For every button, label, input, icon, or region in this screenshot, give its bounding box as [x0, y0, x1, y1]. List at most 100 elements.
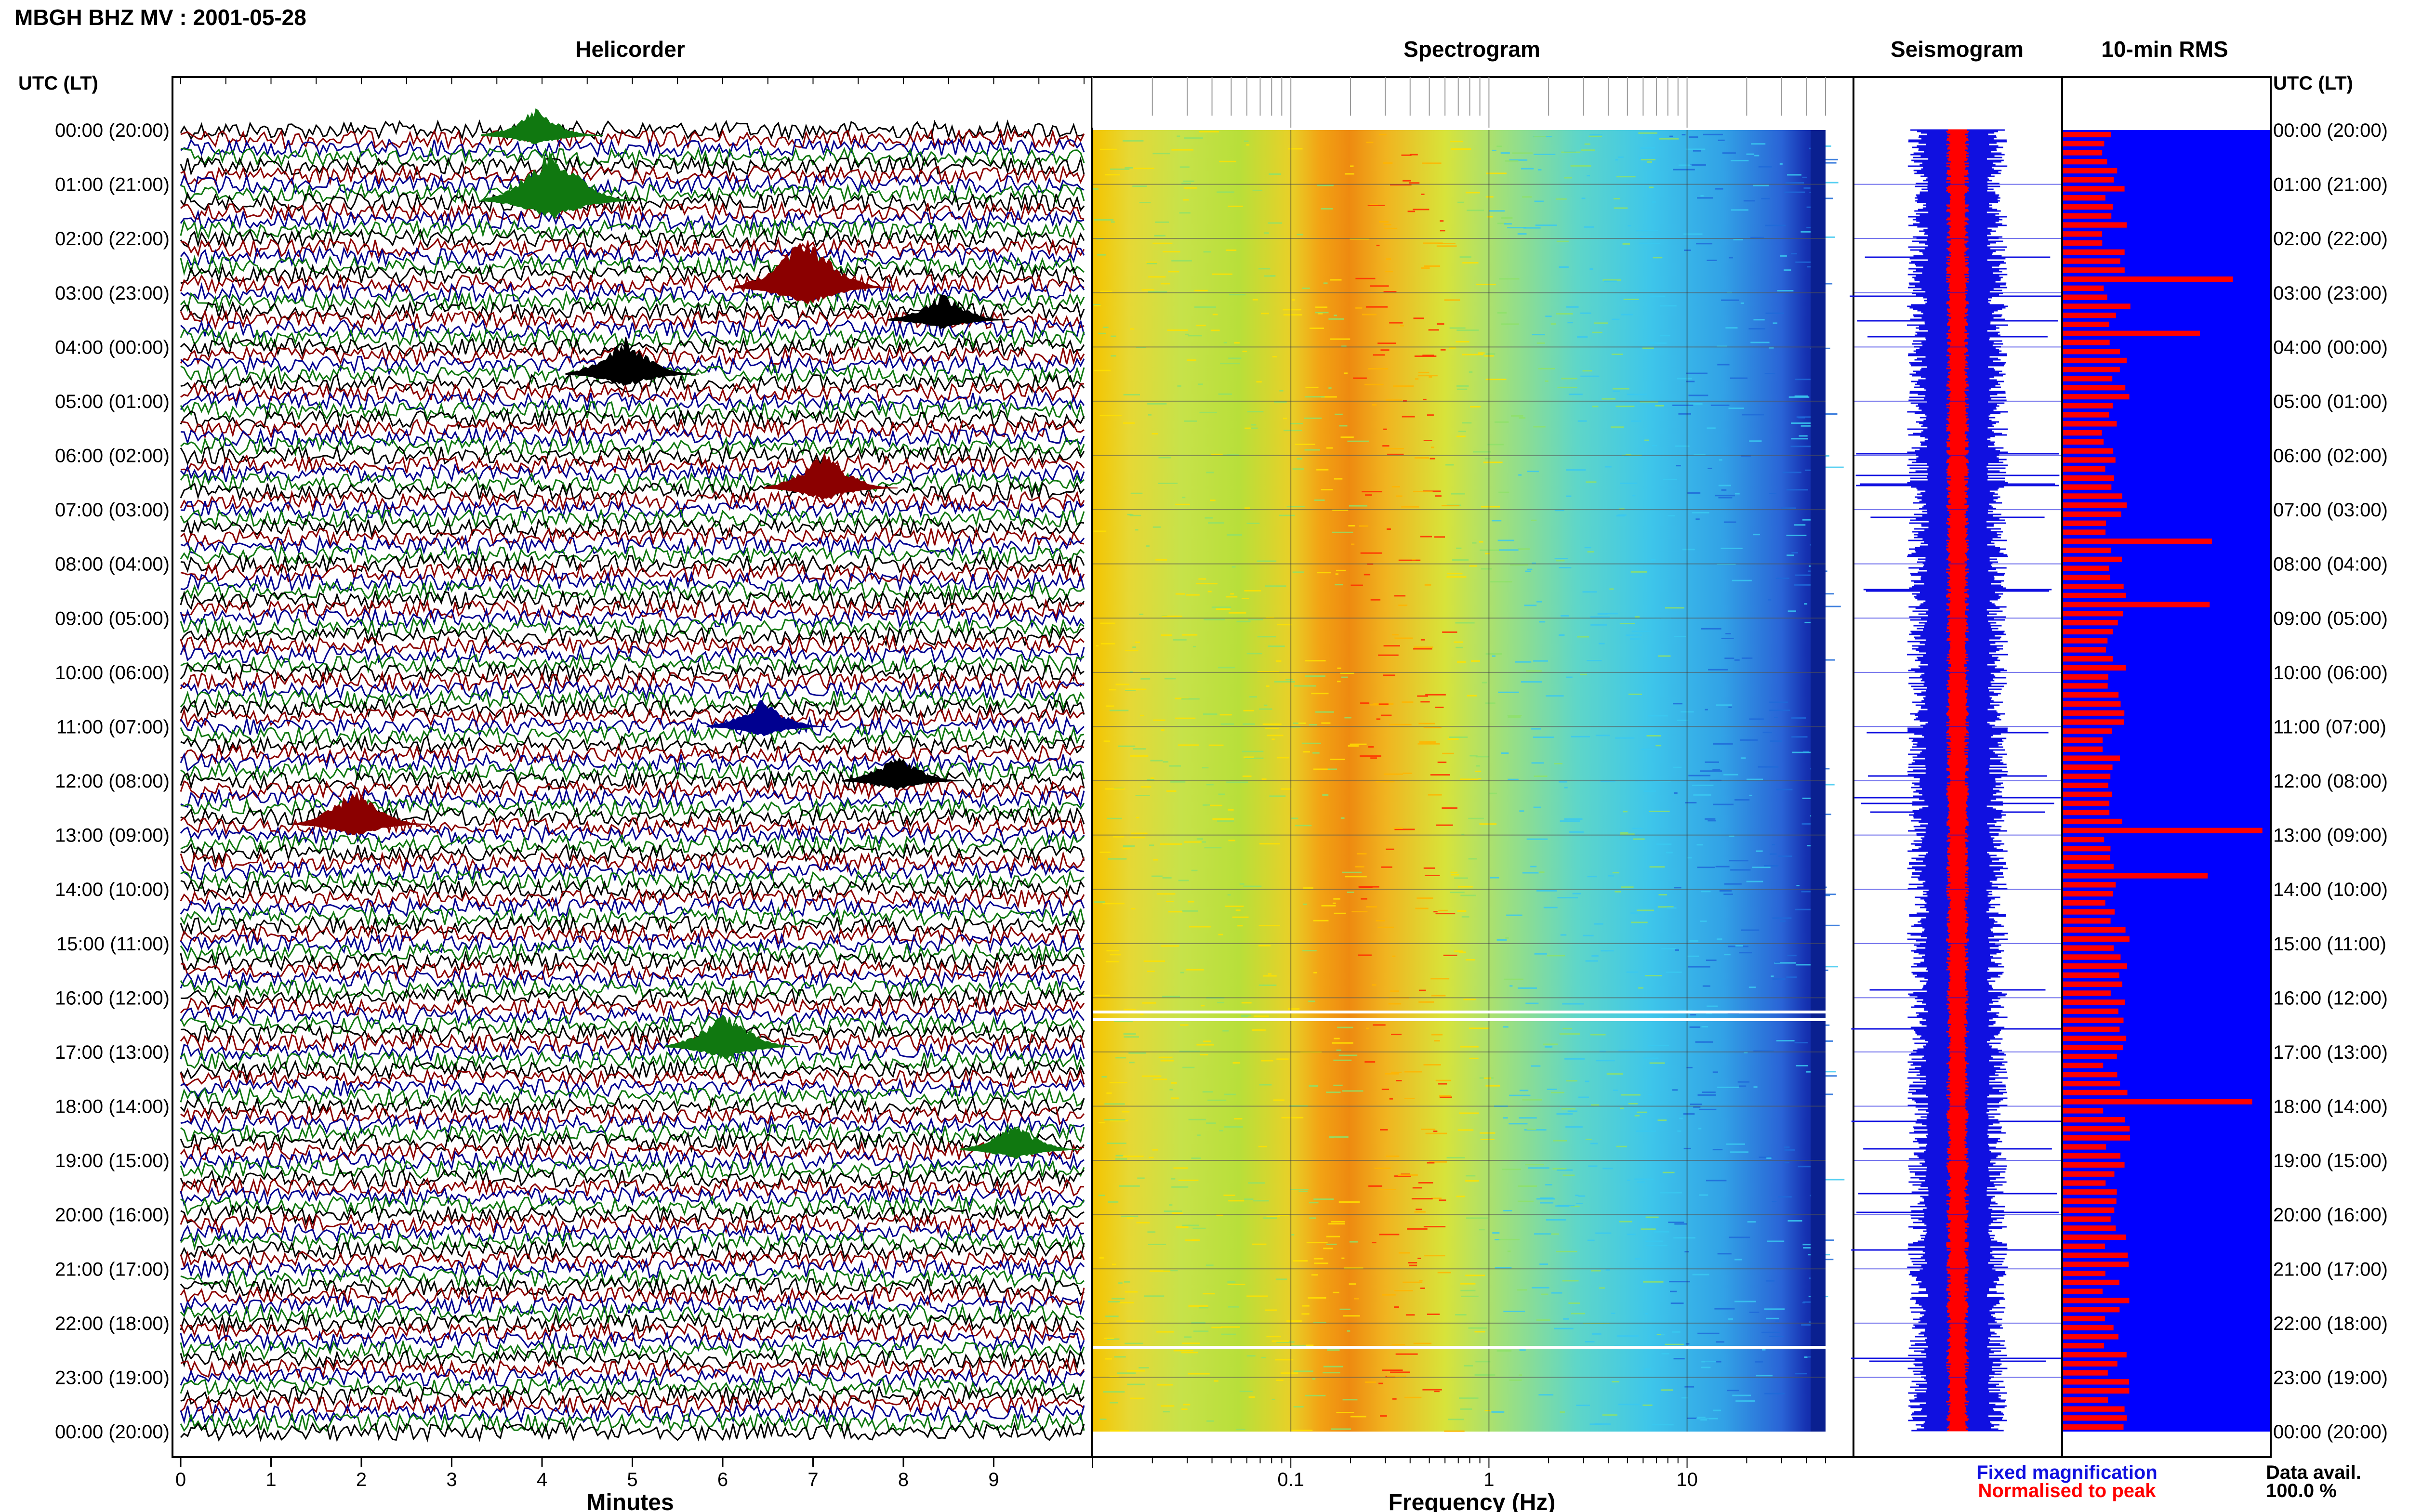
spectrogram-speckle — [1496, 939, 1507, 941]
helicorder-trace — [180, 390, 1085, 412]
spectrogram-speckle — [1437, 1272, 1451, 1274]
rms-bar — [2063, 511, 2121, 517]
spectrogram-speckle — [1654, 1231, 1669, 1233]
spectrogram-speckle — [1423, 242, 1443, 244]
spectrogram-speckle — [1411, 1198, 1433, 1200]
spectrogram-speckle — [1204, 517, 1213, 519]
spectrogram-speckle — [1661, 1334, 1666, 1336]
spectrogram-speckle — [1327, 768, 1337, 770]
spectrogram-speckle — [1160, 283, 1170, 285]
spectrogram-speckle — [1160, 1060, 1174, 1062]
spectrogram-speckle — [1147, 1231, 1156, 1233]
spectrogram-speckle — [1508, 716, 1521, 718]
spectrogram-speckle — [1404, 1396, 1422, 1398]
spectrogram-speckle — [1226, 596, 1238, 598]
spectrogram-speckle — [1327, 1349, 1340, 1351]
spectrogram-speckle — [1161, 729, 1165, 731]
spectrogram-speckle — [1509, 159, 1528, 161]
spectrogram-speckle — [1344, 717, 1351, 719]
time-labels-right: 00:00 (20:00)01:00 (21:00)02:00 (22:00)0… — [2273, 120, 2388, 1443]
spectrogram-speckle — [1330, 279, 1342, 281]
spectrogram-speckle — [1824, 197, 1833, 199]
spectrogram-speckle — [1628, 225, 1631, 227]
spectrogram-speckle — [1100, 622, 1115, 624]
spectrogram-speckle — [1419, 1280, 1423, 1282]
spectrogram-speckle — [1620, 832, 1628, 834]
helicorder-trace — [180, 1411, 1085, 1433]
spectrogram-speckle — [1152, 875, 1163, 877]
spectrogram-speckle — [1321, 489, 1333, 491]
spectrogram-speckle — [1273, 1099, 1284, 1101]
spectrogram-speckle — [1205, 1264, 1214, 1266]
spectrogram-speckle — [1443, 954, 1457, 956]
spectrogram-speckle — [1326, 1243, 1337, 1245]
spectrogram-speckle — [1750, 342, 1770, 343]
spectrogram-speckle — [1498, 691, 1519, 693]
spectrogram-speckle — [1097, 254, 1106, 256]
helicorder-trace — [180, 1393, 1085, 1416]
spectrogram-speckle — [1142, 1002, 1156, 1004]
spectrogram-speckle — [1724, 657, 1734, 659]
spectrogram-speckle — [1354, 1298, 1359, 1300]
spectrogram-speckle — [1308, 1000, 1315, 1002]
time-label-left: 11:00 (07:00) — [56, 716, 170, 737]
spectrogram-speckle — [1634, 1115, 1640, 1117]
spectrogram-speckle — [1534, 154, 1556, 155]
spectrogram-speckle — [1438, 909, 1448, 911]
spectrogram-speckle — [1692, 784, 1714, 786]
spectrogram-speckle — [1734, 799, 1750, 801]
spectrogram-speckle — [1165, 678, 1176, 680]
spectrogram-speckle — [1819, 413, 1838, 415]
spectrogram-speckle — [1495, 1239, 1501, 1240]
spectrogram-speckle — [1696, 1418, 1718, 1420]
spectrogram-speckle — [1519, 1349, 1526, 1351]
spectrogram-speckle — [1682, 549, 1695, 551]
spectrogram-speckle — [1179, 166, 1190, 168]
spectrogram-speckle — [1693, 794, 1711, 796]
spectrogram-speckle — [1774, 961, 1780, 963]
spectrogram-speckle — [1160, 843, 1182, 845]
spectrogram-speckle — [1672, 1089, 1678, 1091]
spectrogram-speckle — [1611, 1313, 1615, 1314]
spectrogram-speckle — [1769, 347, 1774, 349]
spectrogram-speckle — [1204, 847, 1222, 849]
spectrogram-speckle — [1382, 1369, 1403, 1371]
spectrogram-speckle — [1246, 144, 1250, 146]
spectrogram-speckle — [1143, 960, 1165, 962]
spectrogram-speckle — [1135, 795, 1150, 796]
helicorder-trace — [180, 561, 1085, 584]
spectrogram-speckle — [1728, 1318, 1733, 1320]
spectrogram-speckle — [1105, 1315, 1119, 1317]
spectrogram-speckle — [1684, 1386, 1694, 1388]
spectrogram-speckle — [1646, 1245, 1668, 1247]
spectrogram-speckle — [1189, 926, 1211, 928]
spectrogram-speckle — [1487, 444, 1504, 446]
spectrogram-speckle — [1791, 552, 1798, 553]
rms-bar — [2063, 638, 2108, 644]
spectrogram-speckle — [1184, 420, 1197, 422]
spectrogram-speckle — [1628, 693, 1642, 695]
spectrogram-speckle — [1646, 161, 1652, 163]
spectrogram-speckle — [1206, 1122, 1216, 1124]
spectrogram-speckle — [1749, 794, 1752, 796]
spectrogram-speckle — [1438, 1083, 1447, 1085]
spectrogram-speckle — [1396, 1080, 1402, 1081]
spectrogram-speckle — [1203, 1040, 1211, 1042]
spectrogram-speckle — [1729, 860, 1748, 862]
spectrogram-speckle — [1109, 689, 1116, 691]
rms-bar — [2063, 782, 2108, 789]
spectrogram-speckle — [1376, 718, 1381, 720]
spectrogram-speckle — [1534, 1233, 1551, 1235]
spectrogram-speckle — [1347, 1330, 1350, 1332]
time-label-right: 02:00 (22:00) — [2273, 228, 2388, 250]
spectrogram-speckle — [1286, 1320, 1302, 1322]
spectrogram-speckle — [1687, 1417, 1697, 1419]
spectrogram-speckle — [1634, 1178, 1654, 1180]
spectrogram-speckle — [1115, 1158, 1127, 1160]
spectrogram-speckle — [1225, 906, 1244, 907]
spectrogram-speckle — [1570, 165, 1591, 167]
rms-bar — [2063, 692, 2119, 698]
spectrogram-speckle — [1665, 1343, 1684, 1345]
spectrogram-speckle — [1802, 176, 1807, 178]
rms-bar — [2063, 891, 2113, 897]
